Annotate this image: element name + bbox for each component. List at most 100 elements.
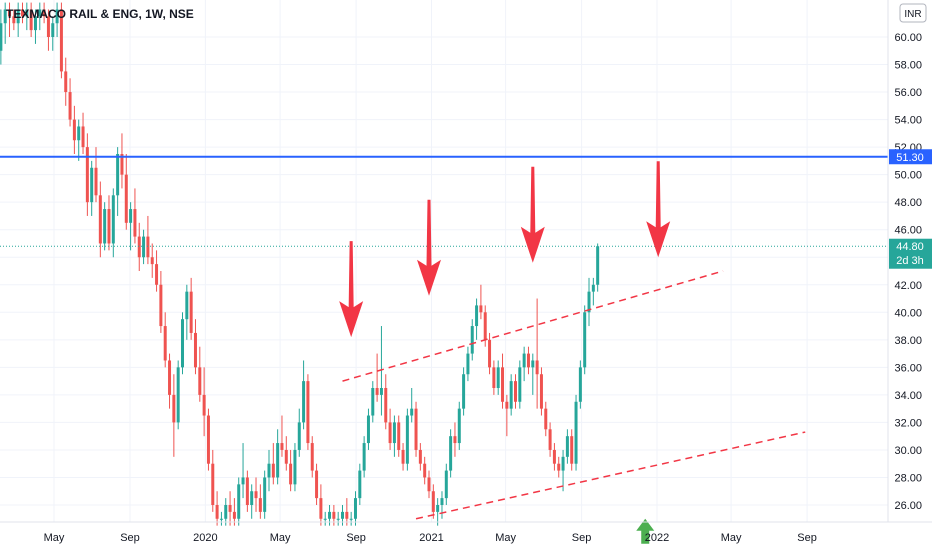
candle[interactable] — [176, 360, 180, 430]
candle[interactable] — [172, 374, 176, 457]
candle[interactable] — [211, 449, 215, 512]
candle[interactable] — [544, 401, 548, 437]
candle[interactable] — [539, 367, 543, 416]
candle[interactable] — [271, 443, 275, 485]
candle[interactable] — [531, 353, 535, 395]
candle[interactable] — [306, 374, 310, 450]
candle[interactable] — [185, 284, 189, 340]
candle[interactable] — [587, 277, 591, 327]
candle[interactable] — [85, 133, 89, 216]
candle[interactable] — [405, 408, 409, 471]
candle[interactable] — [479, 284, 483, 320]
candle[interactable] — [193, 319, 197, 375]
candle[interactable] — [116, 147, 120, 216]
candle[interactable] — [55, 2, 59, 37]
candle[interactable] — [591, 277, 595, 306]
candle[interactable] — [362, 436, 366, 478]
candle[interactable] — [276, 429, 280, 485]
candle[interactable] — [202, 367, 206, 437]
candle[interactable] — [358, 463, 362, 505]
candle[interactable] — [263, 470, 267, 519]
candle[interactable] — [379, 326, 383, 416]
candle[interactable] — [284, 436, 288, 471]
candle[interactable] — [142, 229, 146, 265]
candle[interactable] — [8, 2, 12, 37]
candle[interactable] — [323, 511, 327, 526]
candle[interactable] — [228, 491, 232, 526]
candle[interactable] — [137, 222, 141, 271]
candle[interactable] — [293, 443, 297, 492]
candle[interactable] — [353, 491, 357, 526]
candle[interactable] — [509, 374, 513, 416]
candle[interactable] — [107, 195, 111, 251]
time-axis[interactable]: May Sep 2020 May Sep 2021 May Sep 2022 May Sep — [44, 532, 817, 544]
candle[interactable] — [258, 484, 262, 519]
arrow-down-icon[interactable] — [339, 241, 364, 338]
candle[interactable] — [557, 456, 561, 478]
candle[interactable] — [565, 429, 569, 464]
arrow-up-icon[interactable] — [636, 518, 655, 544]
candle[interactable] — [77, 119, 81, 161]
candle[interactable] — [181, 312, 185, 375]
price-axis[interactable]: 26.00 28.00 30.00 32.00 34.00 36.00 38.00 40.00… — [894, 32, 922, 512]
candle[interactable] — [475, 298, 479, 340]
candle[interactable] — [51, 16, 55, 51]
candle[interactable] — [315, 463, 319, 505]
candle[interactable] — [146, 215, 150, 265]
candle[interactable] — [38, 2, 42, 31]
candle[interactable] — [414, 401, 418, 457]
candle[interactable] — [198, 346, 202, 402]
candle[interactable] — [232, 498, 236, 526]
candle[interactable] — [72, 105, 76, 154]
candle[interactable] — [302, 360, 306, 430]
arrow-down-icon[interactable] — [646, 161, 671, 258]
candle[interactable] — [129, 202, 133, 251]
candle[interactable] — [163, 312, 167, 368]
currency-badge[interactable]: INR — [899, 3, 927, 23]
candle[interactable] — [46, 9, 50, 51]
candle[interactable] — [150, 243, 154, 278]
candle[interactable] — [215, 491, 219, 526]
candle[interactable] — [168, 353, 172, 409]
candle[interactable] — [574, 394, 578, 471]
candle[interactable] — [319, 484, 323, 526]
candle[interactable] — [488, 332, 492, 375]
candle[interactable] — [466, 346, 470, 382]
candle[interactable] — [103, 202, 107, 251]
candle[interactable] — [68, 78, 72, 127]
candle[interactable] — [16, 2, 20, 37]
candle[interactable] — [453, 422, 457, 457]
candle[interactable] — [206, 408, 210, 471]
candle[interactable] — [431, 484, 435, 519]
candle[interactable] — [280, 415, 284, 457]
candle[interactable] — [501, 353, 505, 409]
candle[interactable] — [470, 319, 474, 361]
candle[interactable] — [578, 360, 582, 409]
candle[interactable] — [349, 511, 353, 526]
candle[interactable] — [98, 181, 102, 258]
arrow-down-icon[interactable] — [417, 199, 442, 296]
candle[interactable] — [384, 374, 388, 430]
candle[interactable] — [219, 511, 223, 526]
candle[interactable] — [397, 415, 401, 457]
candle[interactable] — [423, 456, 427, 485]
candle[interactable] — [81, 112, 85, 154]
candle[interactable] — [59, 2, 63, 79]
candle[interactable] — [522, 346, 526, 382]
candle[interactable] — [0, 9, 3, 65]
candle[interactable] — [133, 188, 137, 244]
candle[interactable] — [345, 498, 349, 526]
candle[interactable] — [189, 277, 193, 340]
candle[interactable] — [297, 408, 301, 457]
candles[interactable] — [0, 2, 600, 526]
candle[interactable] — [224, 498, 228, 526]
candle[interactable] — [33, 9, 37, 44]
candle[interactable] — [254, 477, 258, 512]
candle[interactable] — [548, 422, 552, 457]
candle[interactable] — [111, 188, 115, 258]
candle[interactable] — [418, 443, 422, 471]
candle[interactable] — [237, 477, 241, 526]
candle[interactable] — [570, 429, 574, 471]
candle[interactable] — [518, 360, 522, 409]
drawings[interactable] — [0, 155, 888, 544]
